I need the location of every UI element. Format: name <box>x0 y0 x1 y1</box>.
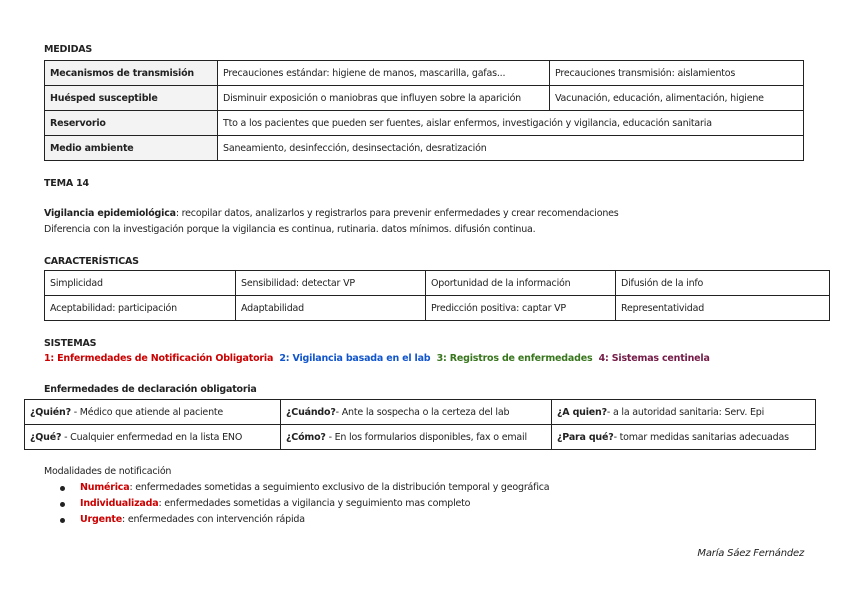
definition-term: Vigilancia epidemiológica <box>44 208 176 219</box>
modalidades-title: Modalidades de notificación <box>44 466 172 477</box>
row-label: Medio ambiente <box>44 135 218 161</box>
cell: ¿Cuándo?- Ante la sospecha o la certeza … <box>280 399 552 425</box>
cell: ¿Para qué?- tomar medidas sanitarias ade… <box>551 424 816 450</box>
cell: ¿A quien?- a la autoridad sanitaria: Ser… <box>551 399 816 425</box>
cell: Representatividad <box>615 295 830 321</box>
table-row: Huésped susceptible Disminuir exposición … <box>44 85 804 111</box>
table-row: Simplicidad Sensibilidad: detectar VP Opor… <box>44 270 830 296</box>
cell: ¿Cómo? - En los formularios disponibles,… <box>280 424 552 450</box>
modalidades-list: Numérica: enfermedades sometidas a segui… <box>44 482 550 530</box>
cell: Predicción positiva: captar VP <box>425 295 616 321</box>
sistemas-title: SISTEMAS <box>44 338 97 349</box>
cell: Precauciones transmisión: aislamientos <box>549 60 804 86</box>
row-label: Mecanismos de transmisión <box>44 60 218 86</box>
list-item: Individualizada: enfermedades sometidas … <box>44 498 549 514</box>
eno-title: Enfermedades de declaración obligatoria <box>44 384 257 395</box>
cell: Aceptabilidad: participación <box>44 295 236 321</box>
table-row: ¿Qué? - Cualquier enfermedad en la lista… <box>24 424 816 450</box>
list-item: Urgente: enfermedades con intervención r… <box>44 514 549 530</box>
cell: Tto a los pacientes que pueden ser fuent… <box>217 110 804 136</box>
definition-text: : recopilar datos, analizarlos y registr… <box>175 208 619 219</box>
cell: Precauciones estándar: higiene de manos,… <box>217 60 550 86</box>
sistema-4: 4: Sistemas centinela <box>598 353 710 364</box>
caracteristicas-table: Simplicidad Sensibilidad: detectar VP Opor… <box>44 270 830 321</box>
sistema-3: 3: Registros de enfermedades <box>436 353 593 364</box>
table-row: Mecanismos de transmisión Precauciones es… <box>44 60 804 86</box>
cell: ¿Quién? - Médico que atiende al paciente <box>24 399 281 425</box>
difference-text: Diferencia con la investigación porque l… <box>44 224 536 235</box>
medidas-table: Mecanismos de transmisión Precauciones es… <box>44 60 804 161</box>
cell: Disminuir exposición o maniobras que inf… <box>217 85 550 111</box>
tema-title: TEMA 14 <box>44 178 89 189</box>
sistemas-list: 1: Enfermedades de Notificación Obligato… <box>44 353 710 364</box>
cell: Vacunación, educación, alimentación, hig… <box>549 85 804 111</box>
table-row: Medio ambiente Saneamiento, desinfección,… <box>44 135 804 161</box>
author-name: María Sáez Fernández <box>697 548 804 559</box>
cell: ¿Qué? - Cualquier enfermedad en la lista… <box>24 424 281 450</box>
eno-table: ¿Quién? - Médico que atiende al paciente… <box>24 399 816 450</box>
row-label: Huésped susceptible <box>44 85 218 111</box>
row-label: Reservorio <box>44 110 218 136</box>
list-item: Numérica: enfermedades sometidas a segui… <box>44 482 550 498</box>
sistema-2: 2: Vigilancia basada en el lab <box>279 353 431 364</box>
definition: Vigilancia epidemiológica: recopilar dat… <box>44 208 619 219</box>
table-row: Reservorio Tto a los pacientes que pueden… <box>44 110 804 136</box>
cell: Saneamiento, desinfección, desinsectació… <box>217 135 804 161</box>
cell: Adaptabilidad <box>235 295 426 321</box>
medidas-title: MEDIDAS <box>44 44 93 55</box>
cell: Simplicidad <box>44 270 236 296</box>
table-row: ¿Quién? - Médico que atiende al paciente… <box>24 399 816 425</box>
caracteristicas-title: CARACTERÍSTICAS <box>44 256 139 267</box>
cell: Difusión de la info <box>615 270 830 296</box>
sistema-1: 1: Enfermedades de Notificación Obligato… <box>44 353 274 364</box>
table-row: Aceptabilidad: participación Adaptabilida… <box>44 295 830 321</box>
cell: Sensibilidad: detectar VP <box>235 270 426 296</box>
cell: Oportunidad de la información <box>425 270 616 296</box>
